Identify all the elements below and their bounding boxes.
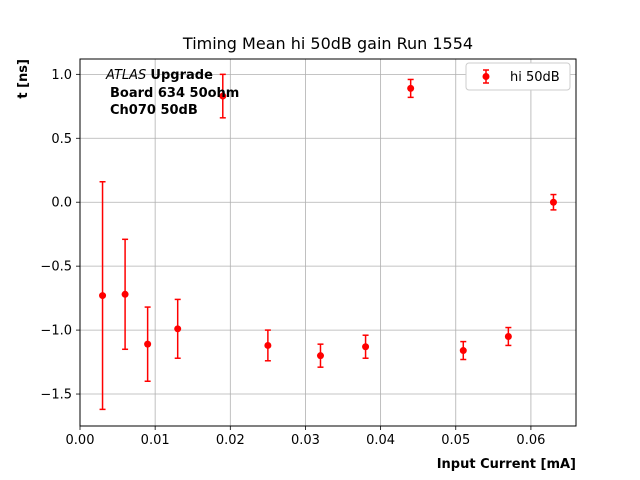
- atlas-label: ATLAS: [105, 68, 146, 83]
- chart-title: Timing Mean hi 50dB gain Run 1554: [182, 34, 473, 53]
- x-tick-label: 0.03: [291, 433, 320, 448]
- upgrade-label: Upgrade: [150, 68, 213, 83]
- x-tick-label: 0.02: [216, 433, 245, 448]
- data-point: [144, 340, 152, 348]
- grid: [79, 59, 576, 426]
- data-point: [316, 352, 324, 360]
- x-tick-label: 0.05: [441, 433, 470, 448]
- y-tick-label: 0.5: [51, 132, 72, 147]
- legend-label: hi 50dB: [510, 70, 560, 85]
- data-layer: [99, 73, 557, 411]
- data-point: [264, 341, 272, 349]
- y-axis-label: t [ns]: [16, 59, 31, 99]
- legend-marker-icon: [482, 73, 490, 80]
- atlas-annotation: ATLAS Upgrade Board 634 50ohm Ch070 50dB: [105, 68, 239, 118]
- data-point: [219, 92, 227, 100]
- data-point: [407, 84, 415, 92]
- x-tick-label: 0.01: [141, 433, 170, 448]
- channel-label: Ch070 50dB: [110, 103, 198, 118]
- y-tick-label: −1.0: [40, 324, 72, 339]
- data-point: [121, 290, 129, 298]
- data-point: [459, 347, 467, 355]
- svg-text:ATLAS Upgrade: ATLAS Upgrade: [105, 68, 213, 83]
- x-tick-label: 0.00: [66, 433, 95, 448]
- legend-box: [465, 62, 571, 91]
- data-point: [99, 292, 107, 300]
- legend: hi 50dB: [465, 62, 571, 91]
- x-axis-label: Input Current [mA]: [437, 457, 576, 472]
- data-point: [504, 332, 512, 340]
- y-tick-label: 1.0: [51, 68, 72, 83]
- data-point: [549, 198, 557, 206]
- ticks: 0.00 0.01 0.02 0.03 0.04 0.05 0.06 −1.5 −1.0 −0.5…: [40, 68, 545, 448]
- x-tick-label: 0.06: [516, 433, 545, 448]
- y-tick-label: −0.5: [40, 260, 72, 275]
- y-tick-label: −1.5: [40, 388, 72, 403]
- y-tick-label: 0.0: [51, 196, 72, 211]
- series-hi-50db: [99, 73, 557, 411]
- data-point: [362, 343, 370, 351]
- board-label: Board 634 50ohm: [110, 86, 239, 101]
- data-point: [174, 325, 182, 333]
- x-tick-label: 0.04: [366, 433, 395, 448]
- axes-frame: [79, 58, 577, 427]
